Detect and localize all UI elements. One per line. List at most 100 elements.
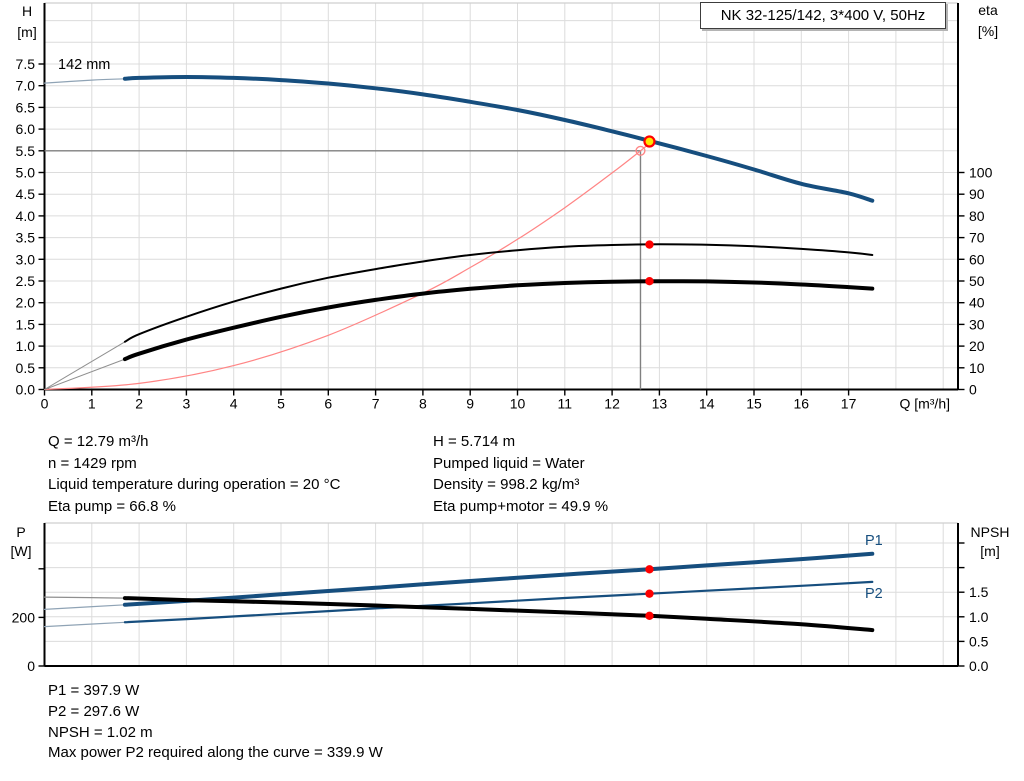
h-tick-label: 2.0 — [16, 295, 36, 311]
q-tick-label: 0 — [41, 396, 49, 412]
eta-tick-label: 50 — [969, 273, 985, 289]
p-axis-title: P — [16, 524, 25, 540]
q-tick-label: 1 — [88, 396, 96, 412]
q-tick-label: 10 — [510, 396, 526, 412]
eta-tick-label: 80 — [969, 208, 985, 224]
power-npsh-chart[interactable]: 0 200 0.0 0.5 1.0 1.5 P [W] NPSH [m] P1 P2 — [11, 522, 1010, 674]
q-tick-label: 8 — [419, 396, 427, 412]
p2-duty-dot[interactable] — [645, 589, 654, 598]
impeller-size-label: 142 mm — [58, 57, 110, 73]
info-eta-pump-motor: Eta pump+motor = 49.9 % — [433, 498, 609, 516]
requested-duty-marker[interactable] — [635, 145, 646, 156]
q-tick-label: 12 — [604, 396, 620, 412]
npsh-axis-title: NPSH — [971, 524, 1010, 540]
info-density: Density = 998.2 kg/m³ — [433, 476, 580, 494]
q-tick-label: 16 — [794, 396, 810, 412]
h-tick-label: 6.5 — [16, 99, 36, 115]
h-tick-label: 0.0 — [16, 382, 36, 398]
info-head: H = 5.714 m — [433, 433, 516, 450]
p1-duty-dot[interactable] — [645, 565, 654, 574]
q-tick-label: 5 — [277, 396, 285, 412]
result-npsh: NPSH = 1.02 m — [48, 723, 153, 741]
eta-tick-label: 0 — [969, 382, 977, 398]
h-tick-label: 4.0 — [16, 208, 36, 224]
q-tick-label: 11 — [558, 396, 573, 412]
npsh-axis-unit: [m] — [980, 543, 999, 559]
p2-curve-label: P2 — [865, 586, 883, 602]
q-tick-label: 4 — [230, 396, 238, 412]
x-axis-title: Q [m³/h] — [899, 396, 950, 412]
p-axis-unit: [W] — [11, 543, 32, 559]
npsh-tick-label: 0.0 — [969, 658, 989, 674]
eta-tick-label: 30 — [969, 316, 985, 332]
eta-tick-label: 60 — [969, 251, 985, 267]
h-axis-unit: [m] — [17, 24, 36, 40]
eta-tick-label: 20 — [969, 338, 985, 354]
duty-info-left-column: Q = 12.79 m³/h n = 1429 rpm Liquid tempe… — [48, 431, 340, 518]
duty-info-right-column: H = 5.714 m Pumped liquid = Water Densit… — [433, 431, 608, 518]
result-max-p2: Max power P2 required along the curve = … — [48, 744, 383, 762]
eta-pump-duty-dot[interactable] — [645, 240, 654, 249]
eta-tick-label: 100 — [969, 165, 993, 181]
qh-curve-thin — [43, 76, 873, 202]
npsh-tick-label: 0.5 — [969, 633, 989, 649]
eta-pump-motor-curve — [122, 279, 875, 362]
npsh-curve — [122, 596, 875, 633]
h-tick-label: 3.5 — [16, 230, 36, 246]
h-tick-label: 7.0 — [16, 78, 36, 94]
q-tick-label: 14 — [699, 396, 715, 412]
h-tick-label: 2.5 — [16, 273, 36, 289]
npsh-tick-label: 1.5 — [969, 584, 989, 600]
p1-curve — [122, 551, 875, 607]
h-tick-label: 4.5 — [16, 186, 36, 202]
h-tick-label: 3.0 — [16, 251, 36, 267]
h-tick-label: 7.5 — [16, 56, 36, 72]
q-tick-label: 3 — [183, 396, 191, 412]
q-tick-label: 17 — [841, 396, 857, 412]
info-liquid: Pumped liquid = Water — [433, 454, 585, 472]
operating-point-marker[interactable] — [643, 135, 656, 148]
result-p2: P2 = 297.6 W — [48, 702, 140, 720]
q-tick-label: 2 — [135, 396, 143, 412]
h-tick-label: 5.0 — [16, 165, 36, 181]
npsh-duty-dot[interactable] — [645, 611, 654, 621]
info-temperature: Liquid temperature during operation = 20… — [48, 476, 341, 494]
h-tick-label: 0.5 — [16, 360, 36, 376]
q-tick-label: 15 — [746, 396, 762, 412]
p2-curve — [123, 580, 874, 624]
eta-lead-in — [44, 341, 126, 390]
eta-lead-in — [44, 358, 126, 390]
h-tick-label: 1.5 — [16, 316, 36, 332]
eta-pump-motor-duty-dot[interactable] — [645, 277, 654, 286]
eta-tick-label: 10 — [969, 360, 985, 376]
pump-title-box: NK 32-125/142, 3*400 V, 50Hz — [700, 2, 946, 29]
system-curve — [43, 138, 656, 391]
result-text-block: P1 = 397.9 W P2 = 297.6 W NPSH = 1.02 m … — [48, 681, 383, 764]
qh-eta-chart[interactable]: 0.0 0.5 1.0 1.5 2.0 2.5 3.0 3.5 4.0 4.5 5.0 5.5 6.0 6… — [16, 2, 999, 412]
h-axis-title: H — [22, 3, 32, 19]
h-tick-label: 6.0 — [16, 121, 36, 137]
h-tick-label: 5.5 — [16, 143, 36, 159]
q-tick-label: 6 — [324, 396, 332, 412]
q-tick-label: 9 — [466, 396, 474, 412]
qh-curve — [122, 74, 875, 203]
eta-tick-label: 70 — [969, 230, 985, 246]
q-tick-label: 13 — [652, 396, 668, 412]
info-flow: Q = 12.79 m³/h — [48, 433, 149, 450]
info-speed: n = 1429 rpm — [48, 454, 137, 472]
eta-axis-title: eta — [978, 2, 998, 18]
eta-axis-unit: [%] — [978, 23, 998, 39]
p-tick-label: 200 — [12, 609, 36, 625]
npsh-tick-label: 1.0 — [969, 609, 989, 625]
info-eta-pump: Eta pump = 66.8 % — [48, 498, 176, 516]
h-tick-label: 1.0 — [16, 338, 36, 354]
eta-pump-curve — [123, 243, 874, 343]
p-tick-label: 0 — [27, 658, 35, 674]
p1-curve-label: P1 — [865, 533, 883, 549]
result-p1: P1 = 397.9 W — [48, 682, 140, 699]
eta-tick-label: 40 — [969, 295, 985, 311]
eta-tick-label: 90 — [969, 186, 985, 202]
q-tick-label: 7 — [372, 396, 380, 412]
